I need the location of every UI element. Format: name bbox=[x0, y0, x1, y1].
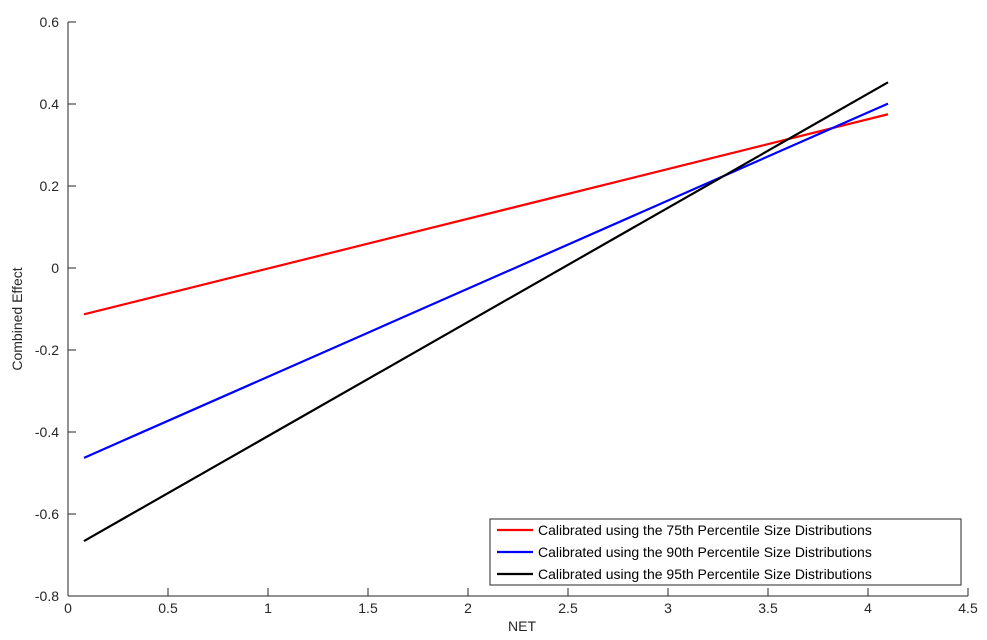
series-line-1 bbox=[83, 113, 889, 316]
x-tick-label: 3 bbox=[664, 600, 672, 616]
x-tick-label: 4 bbox=[864, 600, 872, 616]
legend-label-3: Calibrated using the 95th Percentile Siz… bbox=[538, 566, 872, 582]
legend-box bbox=[489, 518, 962, 586]
legend: Calibrated using the 75th Percentile Siz… bbox=[489, 518, 962, 586]
y-tick-label: -0.4 bbox=[35, 424, 59, 440]
series-line-2 bbox=[83, 102, 889, 459]
x-axis-label: NET bbox=[508, 618, 536, 634]
x-tick-label: 4.5 bbox=[958, 600, 978, 616]
y-axis-label: Combined Effect bbox=[9, 267, 25, 370]
y-tick-label: 0 bbox=[51, 260, 59, 276]
y-tick-label: -0.2 bbox=[35, 342, 59, 358]
legend-label-1: Calibrated using the 75th Percentile Siz… bbox=[538, 522, 872, 538]
x-tick-label: 1 bbox=[264, 600, 272, 616]
axes: 0 0.5 1 1.5 2 2.5 3 3.5 4 4.5 -0.8 -0.6 -0.4 -0.2 0 0.2… bbox=[35, 14, 978, 616]
y-tick-label: -0.6 bbox=[35, 506, 59, 522]
series-line-3 bbox=[83, 81, 889, 543]
x-tick-label: 1.5 bbox=[358, 600, 378, 616]
y-tick-label: -0.8 bbox=[35, 588, 59, 604]
y-tick-label: 0.6 bbox=[40, 14, 60, 30]
x-tick-label: 0.5 bbox=[158, 600, 178, 616]
series-lines bbox=[83, 81, 889, 543]
y-tick-label: 0.4 bbox=[40, 96, 60, 112]
x-tick-label: 2 bbox=[464, 600, 472, 616]
x-tick-label: 3.5 bbox=[758, 600, 778, 616]
x-tick-label: 2.5 bbox=[558, 600, 578, 616]
legend-label-2: Calibrated using the 90th Percentile Siz… bbox=[538, 544, 872, 560]
x-tick-label: 0 bbox=[64, 600, 72, 616]
y-tick-label: 0.2 bbox=[40, 178, 60, 194]
